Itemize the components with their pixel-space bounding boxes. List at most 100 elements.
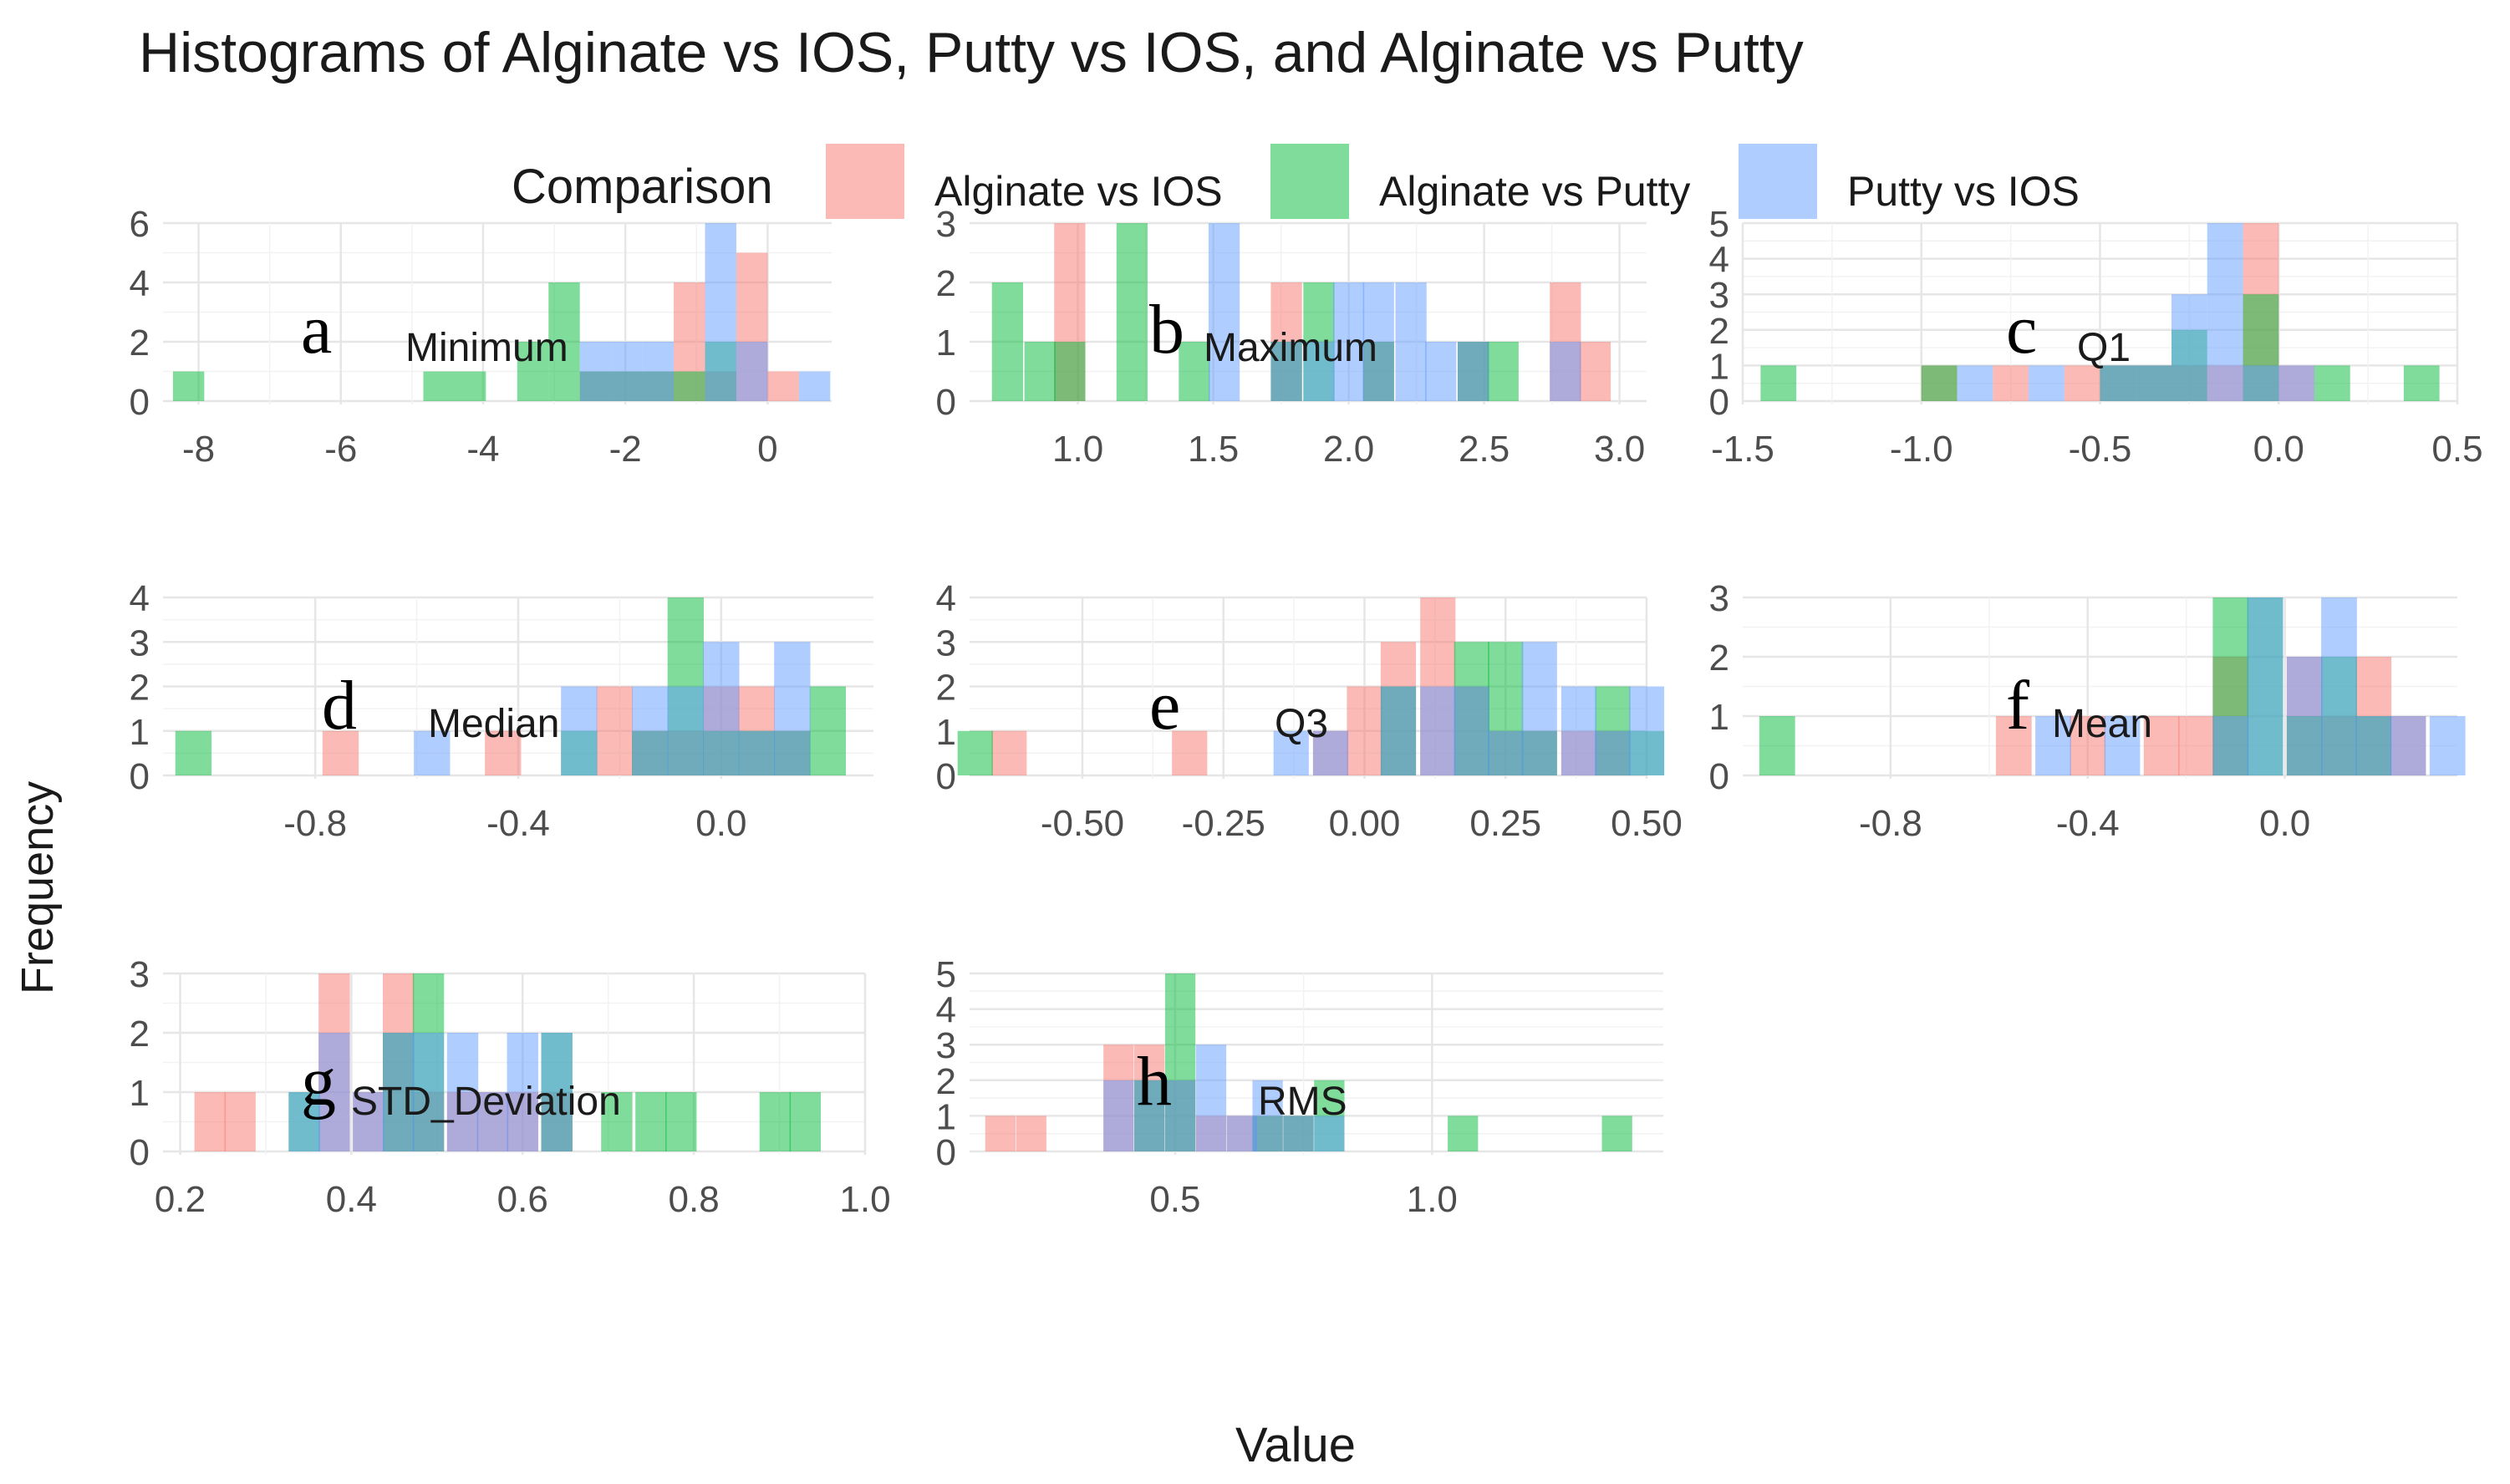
histogram-bar xyxy=(2314,365,2350,401)
legend-swatch xyxy=(826,144,904,219)
y-tick-label: 4 xyxy=(130,263,150,304)
y-tick-label: 1 xyxy=(130,712,150,753)
x-tick-label: -0.8 xyxy=(283,803,347,844)
x-tick-label: -1.0 xyxy=(1890,429,1953,470)
histogram-bar xyxy=(454,371,486,401)
histogram-bar xyxy=(1550,342,1581,401)
histogram-bar xyxy=(1628,686,1665,775)
histogram-bar xyxy=(1993,365,2029,401)
panel-title: Q3 xyxy=(1275,702,1328,746)
x-tick-label: 0.0 xyxy=(2259,803,2310,844)
x-tick-label: 0.0 xyxy=(695,803,746,844)
x-tick-label: -0.25 xyxy=(1182,803,1265,844)
histogram-bar xyxy=(635,1092,667,1151)
histogram-bar xyxy=(2104,716,2141,775)
x-tick-label: -6 xyxy=(324,429,357,470)
histogram-bar xyxy=(1134,1080,1165,1151)
histogram-bar xyxy=(414,730,451,775)
histogram-bar xyxy=(485,730,522,775)
histogram-bar xyxy=(2136,365,2171,401)
histogram-bar xyxy=(2035,716,2071,775)
y-tick-label: 0 xyxy=(936,382,956,423)
panel-letter: g xyxy=(301,1043,336,1121)
histogram-bar xyxy=(2100,365,2136,401)
x-tick-label: -2 xyxy=(609,429,642,470)
histogram-bar xyxy=(1458,342,1489,401)
y-tick-label: 2 xyxy=(130,668,150,709)
histogram-bar xyxy=(1425,342,1457,401)
histogram-bar xyxy=(1995,716,2032,775)
legend: Comparison Alginate vs IOS Alginate vs P… xyxy=(0,134,2510,226)
histogram-bar xyxy=(1560,686,1597,775)
histogram-bar xyxy=(1270,342,1302,401)
x-tick-label: 0.50 xyxy=(1611,803,1683,844)
histogram-bar xyxy=(596,686,634,775)
histogram-bar xyxy=(224,1092,256,1151)
x-axis-label: Value xyxy=(1235,1418,1357,1472)
y-tick-label: 0 xyxy=(130,756,150,797)
histogram-bar xyxy=(2390,716,2426,775)
histogram-bar xyxy=(548,282,580,401)
histogram-bar xyxy=(809,686,847,775)
histogram-bar xyxy=(759,1092,792,1151)
histogram-bar xyxy=(561,686,598,775)
y-axis-label: Frequency xyxy=(13,780,63,994)
histogram-bar xyxy=(1454,686,1489,775)
histogram-bar xyxy=(1226,1116,1257,1151)
y-tick-label: 2 xyxy=(130,1014,150,1055)
histogram-bar xyxy=(767,371,799,401)
histogram-bar xyxy=(1332,282,1365,401)
chart-title: Histograms of Alginate vs IOS, Putty vs … xyxy=(139,21,1804,84)
x-tick-label: 0.4 xyxy=(326,1179,377,1220)
histogram-bar xyxy=(1195,1044,1227,1151)
histogram-bar xyxy=(1179,342,1210,401)
histogram-bar xyxy=(1362,282,1394,401)
y-tick-label: 4 xyxy=(1709,240,1729,281)
x-tick-label: 2.5 xyxy=(1459,429,1510,470)
y-tick-label: 0 xyxy=(130,382,150,423)
histogram-bar xyxy=(738,730,776,775)
histogram-bar xyxy=(423,371,455,401)
histogram-bar xyxy=(2355,716,2392,775)
panel-letter: h xyxy=(1137,1043,1172,1121)
x-tick-label: 0 xyxy=(757,429,777,470)
histogram-bar xyxy=(2247,597,2283,775)
histogram-bar xyxy=(541,1033,573,1151)
x-tick-label: -0.50 xyxy=(1041,803,1124,844)
histogram-bar xyxy=(703,642,740,775)
x-tick-label: 1.5 xyxy=(1188,429,1239,470)
histogram-bar xyxy=(985,1116,1016,1151)
histogram-bar xyxy=(667,686,705,775)
panel-title: Mean xyxy=(2052,702,2152,746)
panel-letter: d xyxy=(322,667,357,745)
x-tick-label: 0.00 xyxy=(1329,803,1401,844)
histogram-bar xyxy=(2403,365,2440,401)
histogram-bar xyxy=(1921,365,1958,401)
x-tick-label: -8 xyxy=(182,429,215,470)
histogram-bar xyxy=(774,642,811,775)
histogram-bar xyxy=(611,342,643,401)
histogram-bar xyxy=(1380,686,1417,775)
y-tick-label: 0 xyxy=(936,1132,956,1173)
y-tick-label: 1 xyxy=(936,712,956,753)
y-tick-label: 0 xyxy=(1709,756,1729,797)
y-tick-label: 1 xyxy=(130,1073,150,1114)
legend-title: Comparison xyxy=(512,160,773,214)
y-tick-label: 2 xyxy=(936,668,956,709)
panel-letter: e xyxy=(1149,667,1180,745)
x-tick-label: 3.0 xyxy=(1594,429,1645,470)
histogram-bar xyxy=(1395,282,1427,401)
y-tick-label: 1 xyxy=(936,1096,956,1137)
x-tick-label: 0.5 xyxy=(2431,429,2482,470)
histogram-bar xyxy=(2070,716,2106,775)
histogram-bar xyxy=(1595,730,1631,775)
y-tick-label: 3 xyxy=(130,623,150,663)
x-tick-label: 2.0 xyxy=(1323,429,1374,470)
histogram-bar xyxy=(446,1033,479,1151)
y-tick-label: 5 xyxy=(1709,204,1729,245)
x-tick-label: 0.5 xyxy=(1149,1179,1200,1220)
x-tick-label: 0.25 xyxy=(1469,803,1541,844)
histogram-bar xyxy=(1116,223,1148,401)
histogram-bar xyxy=(2064,365,2100,401)
y-tick-label: 2 xyxy=(936,263,956,304)
